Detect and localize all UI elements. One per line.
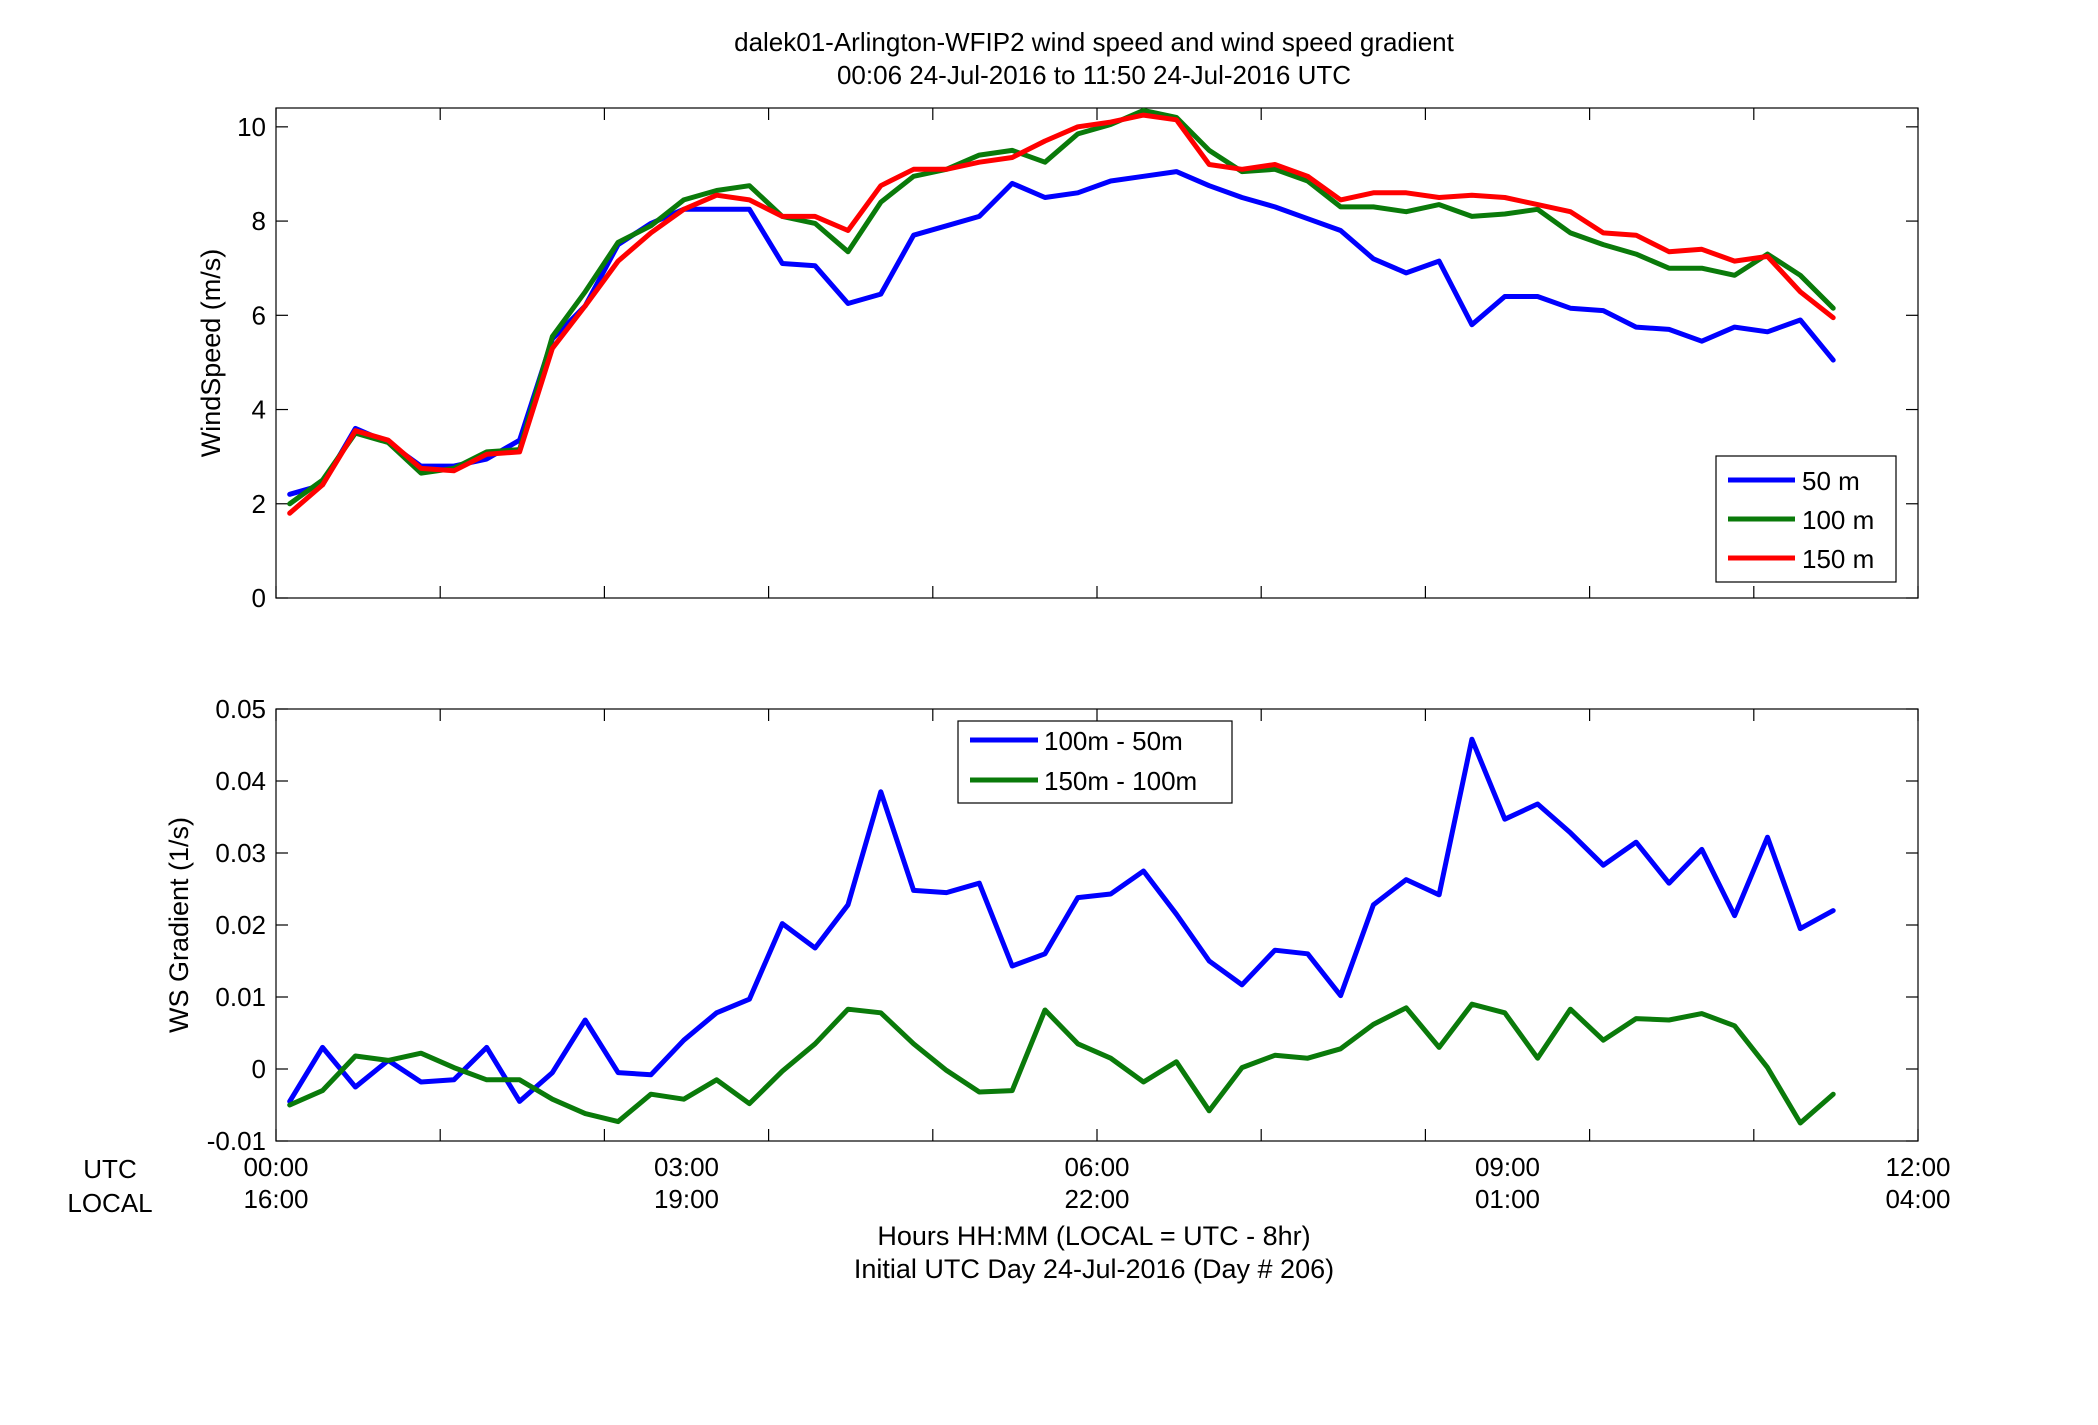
windspeed-ylabel: WindSpeed (m/s) — [196, 249, 226, 458]
legend-label-100m: 100 m — [1802, 505, 1874, 535]
windspeed-ytick-label: 6 — [252, 300, 266, 330]
xlabel-line1: Hours HH:MM (LOCAL = UTC - 8hr) — [877, 1221, 1310, 1251]
legend-label-50m: 50 m — [1802, 466, 1860, 496]
gradient-ytick-label: 0.04 — [215, 766, 266, 796]
series-line-100-m — [287, 107, 1836, 507]
gradient-ytick-label: -0.01 — [207, 1126, 266, 1156]
gradient-legend-box — [957, 720, 1233, 804]
xtick-label-local: 19:00 — [654, 1184, 719, 1214]
xtick-label-utc: 09:00 — [1475, 1152, 1540, 1182]
xtick-label-utc: 06:00 — [1064, 1152, 1129, 1182]
legend-label-150m-100m: 150m - 100m — [1044, 766, 1197, 796]
xtick-label-utc: 12:00 — [1885, 1152, 1950, 1182]
xtick-label-local: 04:00 — [1885, 1184, 1950, 1214]
windspeed-ytick-label: 4 — [252, 395, 266, 425]
gradient-ticks: -0.01 0 0.01 0.02 0.03 0.04 0.05 — [207, 694, 1919, 1156]
gradient-ylabel: WS Gradient (1/s) — [164, 817, 194, 1033]
xtick-label-local: 16:00 — [243, 1184, 308, 1214]
windspeed-ytick-label: 2 — [252, 489, 266, 519]
gradient-ytick-label: 0.05 — [215, 694, 266, 724]
gradient-legend: 100m - 50m 150m - 100m — [957, 720, 1233, 804]
local-row-label: LOCAL — [67, 1188, 152, 1218]
xtick-label-utc: 03:00 — [654, 1152, 719, 1182]
utc-row-label: UTC — [83, 1154, 136, 1184]
windspeed-panel: 0 2 4 6 8 10 WindSpeed (m/s) 50 m 100 m 150 m — [196, 107, 1919, 613]
gradient-panel: -0.01 0 0.01 0.02 0.03 0.04 0.05 WS Gradient (… — [164, 694, 1919, 1156]
windspeed-ytick-label: 10 — [237, 112, 266, 142]
windspeed-ytick-label: 8 — [252, 206, 266, 236]
gradient-ytick-label: 0.03 — [215, 838, 266, 868]
xtick-label-utc: 00:00 — [243, 1152, 308, 1182]
chart-title-line1: dalek01-Arlington-WFIP2 wind speed and w… — [734, 27, 1455, 57]
gradient-series-lines — [287, 736, 1836, 1126]
xtick-label-local: 01:00 — [1475, 1184, 1540, 1214]
gradient-ytick-label: 0 — [252, 1054, 266, 1084]
series-line-150m-100m — [287, 1001, 1836, 1126]
windspeed-plot-area — [275, 107, 1919, 599]
legend-label-100m-50m: 100m - 50m — [1044, 726, 1183, 756]
legend-label-150m: 150 m — [1802, 544, 1874, 574]
windspeed-ticks: 0 2 4 6 8 10 — [237, 108, 1919, 613]
gradient-ytick-label: 0.02 — [215, 910, 266, 940]
gradient-ytick-label: 0.01 — [215, 982, 266, 1012]
chart-title-line2: 00:06 24-Jul-2016 to 11:50 24-Jul-2016 U… — [837, 60, 1351, 90]
series-line-150-m — [287, 112, 1836, 516]
windspeed-ytick-label: 0 — [252, 583, 266, 613]
xtick-label-local: 22:00 — [1064, 1184, 1129, 1214]
windspeed-series-lines — [287, 107, 1836, 516]
xlabel-line2: Initial UTC Day 24-Jul-2016 (Day # 206) — [854, 1254, 1334, 1284]
windspeed-legend: 50 m 100 m 150 m — [1715, 455, 1897, 583]
series-line-100m-50m — [287, 736, 1836, 1104]
